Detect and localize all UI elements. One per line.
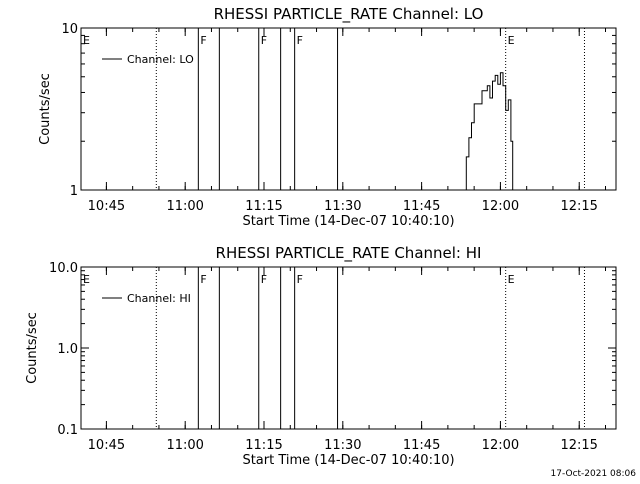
y-tick-label: 10.0 bbox=[49, 261, 78, 276]
flag-label: E bbox=[508, 273, 515, 286]
x-tick-label: 11:15 bbox=[245, 438, 282, 453]
x-tick-label: 11:15 bbox=[245, 199, 282, 214]
x-tick-label: 11:00 bbox=[166, 438, 203, 453]
footer-timestamp: 17-Oct-2021 08:06 bbox=[551, 469, 637, 479]
legend-label: Channel: HI bbox=[127, 292, 191, 305]
flag-label: F bbox=[200, 273, 206, 286]
flag-label: F bbox=[261, 273, 267, 286]
x-tick-label: 10:45 bbox=[88, 199, 125, 214]
flag-label: E bbox=[83, 273, 90, 286]
y-tick-label: 0.1 bbox=[57, 423, 78, 438]
flag-label: E bbox=[83, 34, 90, 47]
x-tick-label: 12:00 bbox=[482, 199, 519, 214]
flag-label: F bbox=[297, 273, 303, 286]
y-tick-label: 10 bbox=[61, 22, 78, 37]
x-tick-label: 11:45 bbox=[403, 199, 440, 214]
x-axis-label: Start Time (14-Dec-07 10:40:10) bbox=[242, 214, 454, 229]
x-tick-label: 12:00 bbox=[482, 438, 519, 453]
flag-label: F bbox=[297, 34, 303, 47]
y-tick-label: 1 bbox=[70, 184, 78, 199]
x-tick-label: 11:00 bbox=[166, 199, 203, 214]
x-tick-label: 11:45 bbox=[403, 438, 440, 453]
legend-label: Channel: LO bbox=[127, 53, 194, 66]
flag-label: F bbox=[261, 34, 267, 47]
x-tick-label: 10:45 bbox=[88, 438, 125, 453]
series-line bbox=[463, 72, 514, 191]
x-tick-label: 12:15 bbox=[560, 438, 597, 453]
flag-label: F bbox=[200, 34, 206, 47]
flag-label: E bbox=[508, 34, 515, 47]
x-tick-label: 11:30 bbox=[324, 438, 361, 453]
y-axis-label: Counts/sec bbox=[25, 312, 40, 384]
y-tick-label: 1.0 bbox=[57, 342, 78, 357]
x-tick-label: 11:30 bbox=[324, 199, 361, 214]
y-axis-label: Counts/sec bbox=[38, 73, 53, 145]
chart-title: RHESSI PARTICLE_RATE Channel: LO bbox=[214, 5, 484, 24]
chart-title: RHESSI PARTICLE_RATE Channel: HI bbox=[216, 244, 482, 263]
x-tick-label: 12:15 bbox=[560, 199, 597, 214]
x-axis-label: Start Time (14-Dec-07 10:40:10) bbox=[242, 453, 454, 468]
